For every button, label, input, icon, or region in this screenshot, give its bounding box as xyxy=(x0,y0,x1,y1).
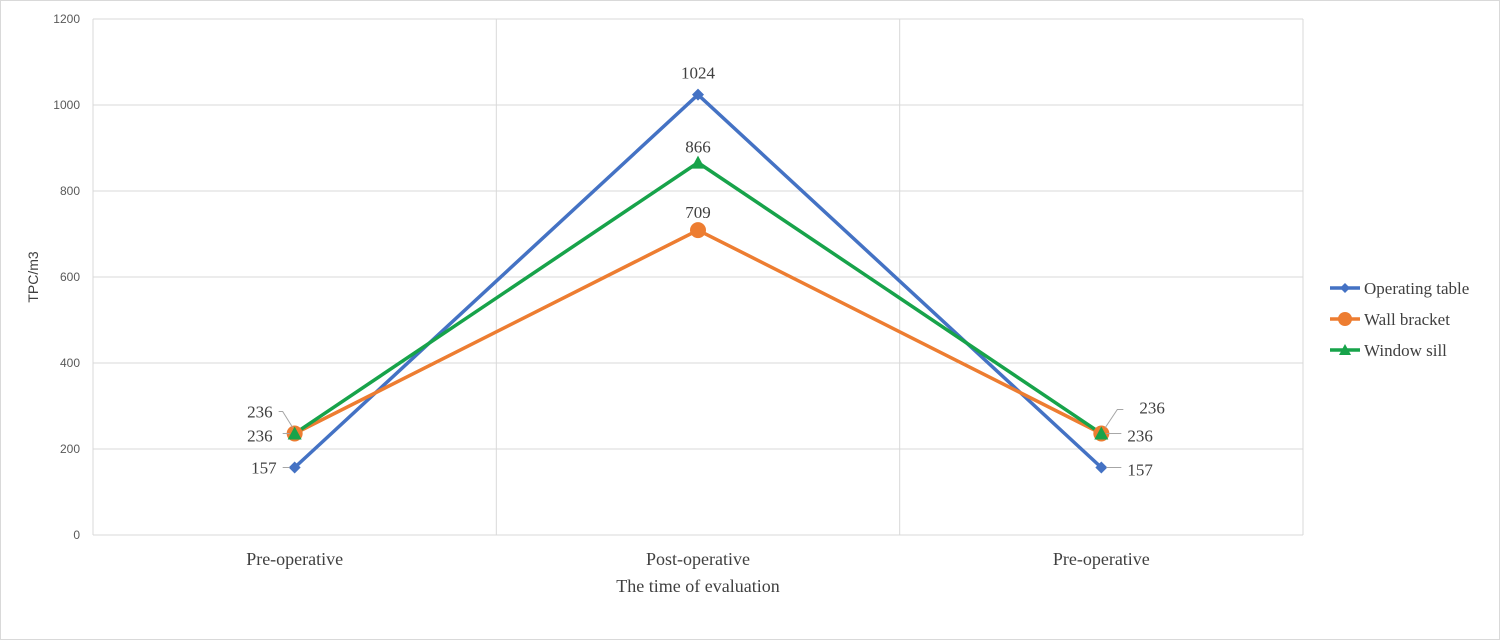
data-point xyxy=(692,88,704,101)
y-tick-label: 800 xyxy=(60,184,80,198)
x-tick-label: Pre-operative xyxy=(1053,549,1150,569)
y-axis-ticks: 0 200 400 600 800 1000 1200 xyxy=(53,12,80,542)
gridlines xyxy=(92,18,1304,536)
series-line xyxy=(293,228,1103,436)
data-point xyxy=(287,426,302,440)
x-tick-label: Post-operative xyxy=(646,549,750,569)
data-point xyxy=(1095,461,1108,474)
data-point xyxy=(691,155,705,169)
data-label: 236 xyxy=(247,427,273,446)
y-axis-title: TPC/m3 xyxy=(25,251,41,303)
data-label: 157 xyxy=(1127,460,1153,479)
data-label: 866 xyxy=(685,138,711,157)
y-tick-label: 0 xyxy=(73,528,80,542)
y-tick-label: 200 xyxy=(60,442,80,456)
y-tick-label: 1200 xyxy=(53,12,80,26)
legend-label: Wall bracket xyxy=(1364,310,1450,329)
data-label: 236 xyxy=(1127,427,1153,446)
y-tick-label: 1000 xyxy=(53,98,80,112)
leader-line xyxy=(278,411,294,428)
legend: Operating table Wall bracket Window sill xyxy=(1330,279,1469,360)
legend-label: Window sill xyxy=(1364,341,1447,360)
y-tick-label: 400 xyxy=(60,356,80,370)
data-point xyxy=(1094,426,1109,440)
data-labels: 157 1024 157 236 709 236 236 866 236 xyxy=(247,64,1165,480)
legend-marker xyxy=(1338,312,1352,326)
legend-marker xyxy=(1340,283,1350,293)
data-label: 1024 xyxy=(681,64,716,83)
legend-marker xyxy=(1339,344,1351,355)
series-layer xyxy=(286,88,1110,474)
x-axis: Pre-operative Post-operative Pre-operative xyxy=(246,549,1150,569)
x-axis-title: The time of evaluation xyxy=(616,576,779,596)
data-label: 236 xyxy=(1139,399,1165,418)
data-label: 236 xyxy=(247,403,273,422)
legend-label: Operating table xyxy=(1364,279,1469,298)
x-tick-label: Pre-operative xyxy=(246,549,343,569)
data-label: 157 xyxy=(251,458,277,477)
data-point xyxy=(690,222,706,239)
data-point xyxy=(288,461,301,474)
data-label: 709 xyxy=(685,203,711,222)
leader-line xyxy=(1104,409,1124,428)
y-tick-label: 600 xyxy=(60,270,80,284)
